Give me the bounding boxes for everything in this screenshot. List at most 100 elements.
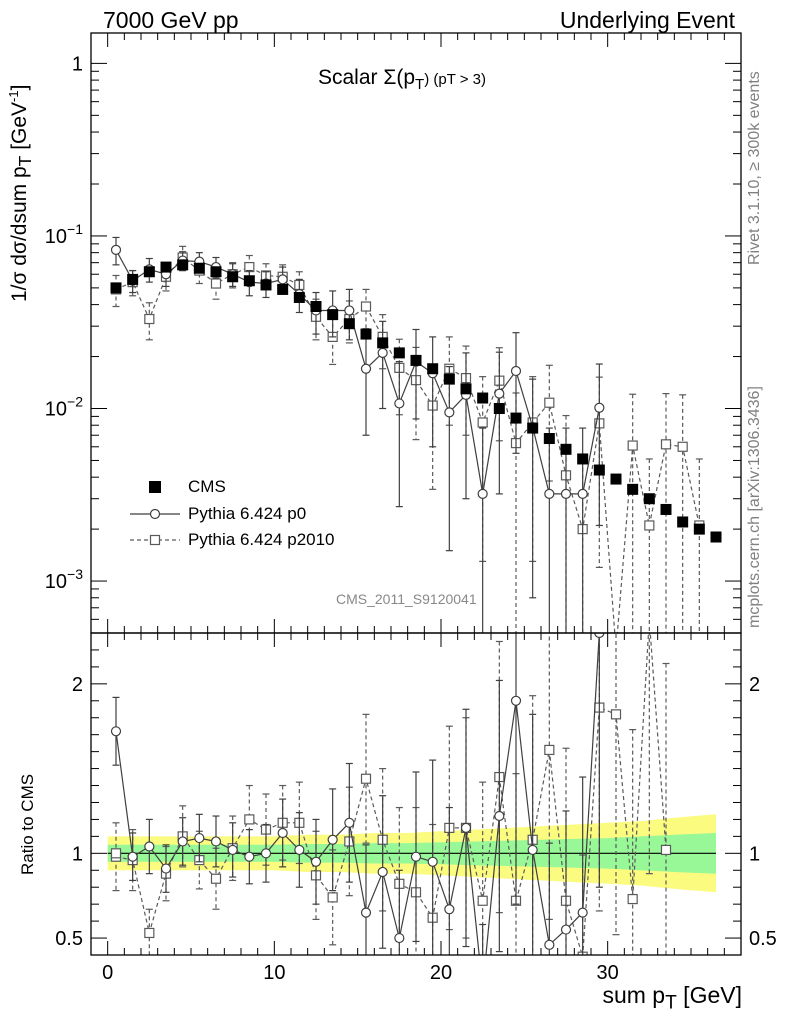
cms-point <box>593 464 605 476</box>
p0-main-point <box>577 488 588 499</box>
p2010-main-point <box>477 417 488 428</box>
cms-point <box>510 412 522 424</box>
cms-point <box>660 503 672 515</box>
p0-ratio-point <box>577 907 588 918</box>
cms-point <box>160 261 172 273</box>
mcplots-source-label: mcplots.cern.ch [arXiv:1306.3436] <box>746 386 763 628</box>
p2010-main-point <box>677 441 688 452</box>
x-tick-label: 30 <box>597 962 619 984</box>
legend-label-p2010: Pythia 6.424 p2010 <box>188 530 335 549</box>
cms-point <box>627 483 639 495</box>
xlabel-sub: T <box>665 992 677 1014</box>
analysis-watermark: CMS_2011_S9120041 <box>336 591 477 607</box>
cms-point <box>360 328 372 340</box>
p0-ratio-point <box>527 844 538 856</box>
p0-ratio-point <box>127 851 138 862</box>
p0-ratio-point <box>444 904 455 915</box>
ratio-uncertainty-bands <box>107 814 716 893</box>
cms-point <box>643 493 655 505</box>
p0-ratio-point <box>410 851 422 862</box>
cms-point <box>693 523 705 535</box>
cms-point <box>243 275 255 287</box>
p2010-ratio-point <box>210 873 222 884</box>
p0-ratio-point <box>494 810 505 822</box>
p0-main-point <box>394 398 405 409</box>
rivet-version-label: Rivet 3.1.10, ≥ 300k events <box>746 71 763 265</box>
ratio-y-tick-label-right: 2 <box>749 674 760 696</box>
y-axis-label-ratio: Ratio to CMS <box>18 773 37 875</box>
cms-point <box>143 266 155 278</box>
cms-point <box>227 271 239 283</box>
p0-ratio-point <box>344 817 355 828</box>
p0-ratio-point <box>144 841 155 852</box>
x-tick-label: 20 <box>430 962 452 984</box>
p2010-ratio-point <box>144 927 155 939</box>
p0-main-point <box>110 244 122 256</box>
legend-marker-p0 <box>130 508 180 520</box>
p2010-ratio-point <box>327 892 338 903</box>
p0-main-line <box>115 249 600 495</box>
p2010-ratio-point <box>360 773 372 784</box>
p2010-ratio-point <box>660 844 672 856</box>
p2010-ratio-point <box>477 895 488 906</box>
p2010-main-point <box>544 397 555 408</box>
cms-point <box>377 337 389 349</box>
cms-point <box>527 422 539 434</box>
p2010-ratio-point <box>627 893 638 905</box>
p2010-main-point <box>210 278 222 289</box>
p0-ratio-point <box>327 834 338 845</box>
cms-point <box>277 283 289 295</box>
p2010-main-point <box>644 520 655 531</box>
main-plot-marks <box>110 236 722 633</box>
axes <box>90 32 742 956</box>
title-sub: T <box>415 76 425 94</box>
p0-ratio-point <box>210 836 222 847</box>
p0-ratio-point <box>560 924 572 935</box>
legend-item-cms: CMS <box>130 477 226 497</box>
cms-point <box>460 383 472 395</box>
main-y-tick-label: 10−1 <box>45 221 83 248</box>
ylabel-post: ] <box>8 84 31 91</box>
p0-main-point <box>444 407 455 418</box>
p0-ratio-point <box>460 822 472 833</box>
cms-point <box>493 402 505 414</box>
p2010-ratio-point <box>610 709 622 720</box>
p0-ratio-point <box>194 832 205 844</box>
p0-ratio-point <box>110 726 122 737</box>
p0-ratio-point <box>310 856 322 867</box>
legend-label-cms: CMS <box>188 477 226 496</box>
ylabel-sub: T <box>15 155 36 167</box>
p2010-ratio-point <box>110 848 122 859</box>
p0-ratio-point <box>394 932 405 944</box>
main-y-tick-label: 10−2 <box>45 393 83 420</box>
title-main: Scalar Σ(p <box>318 66 416 89</box>
cms-point <box>193 262 205 274</box>
ratio-y-tick-label-right: 0.5 <box>749 928 777 950</box>
p0-ratio-point <box>427 856 438 867</box>
main-y-tick-label: 1 <box>72 53 83 75</box>
cms-point <box>610 473 622 485</box>
legend-item-p2010: Pythia 6.424 p2010 <box>130 530 335 550</box>
x-tick-label: 10 <box>263 962 285 984</box>
tick-labels: 0 10 20 30 1 10−1 10−2 10−3 2 2 1 1 0.5 0.5 <box>45 53 777 984</box>
cms-point <box>127 273 139 285</box>
p0-ratio-point <box>360 907 372 918</box>
ratio-y-tick-label-left: 2 <box>72 674 83 696</box>
legend-item-p0: Pythia 6.424 p0 <box>130 504 306 524</box>
cms-point <box>343 318 355 330</box>
ratio-y-tick-label-left: 1 <box>72 843 83 865</box>
p0-main-point <box>344 305 355 316</box>
plot-title: Scalar Σ(pT) (pT > 3) <box>318 66 486 94</box>
ylabel-pre: 1/σ dσ/dsum p <box>8 166 31 302</box>
cms-point <box>560 443 572 455</box>
p0-main-point <box>494 388 505 399</box>
p0-main-point <box>377 347 388 358</box>
cms-point <box>677 516 689 528</box>
main-y-tick-label: 10−3 <box>45 566 83 593</box>
p0-ratio-point <box>294 844 305 856</box>
cms-point <box>393 347 405 359</box>
p0-ratio-line <box>115 633 600 955</box>
cms-point <box>443 373 455 385</box>
p2010-main-point <box>144 313 155 325</box>
